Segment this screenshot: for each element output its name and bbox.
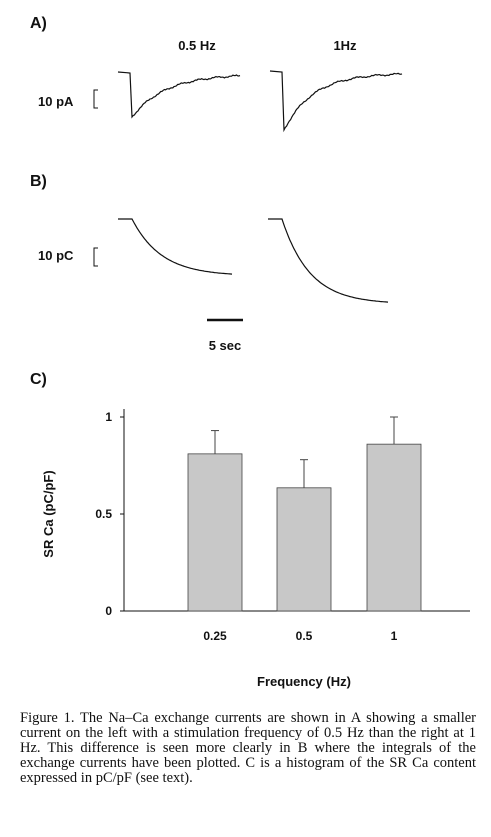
panel-a-left-title: 0.5 Hz [178,38,216,53]
integral-trace-1hz [268,218,389,303]
sr-ca-bar-chart: 0 0.5 1 0.25 0.5 1 Frequency (Hz) SR Ca (pC/pF) [41,409,470,689]
panel-b-scale-label: 10 pC [38,248,74,263]
current-trace-1hz [269,70,403,133]
x-tick-label: 0.5 [296,629,313,643]
bar-1 [366,443,422,612]
current-trace-0-5hz [117,71,241,119]
x-axis-title: Frequency (Hz) [257,674,351,689]
bar-0.5 [276,487,332,612]
time-scale-label: 5 sec [209,338,242,353]
panel-a-label: A) [30,15,47,32]
y-tick-label: 0 [105,604,112,618]
panel-b-scale-bar [93,247,98,267]
x-tick-label: 1 [391,629,398,643]
panel-b-label: B) [30,173,47,190]
panel-c-label: C) [30,371,47,388]
bar-0.25 [187,453,243,612]
figure-caption: Figure 1. The Na–Ca exchange currents ar… [20,710,476,786]
panel-a-scale-bar [93,89,98,109]
panel-a-right-title: 1Hz [333,38,357,53]
panel-a-scale-label: 10 pA [38,94,74,109]
x-tick-label: 0.25 [203,629,227,643]
y-axis-title: SR Ca (pC/pF) [41,470,56,557]
integral-trace-0-5hz [118,218,233,275]
y-tick-label: 1 [105,410,112,424]
y-tick-label: 0.5 [95,507,112,521]
